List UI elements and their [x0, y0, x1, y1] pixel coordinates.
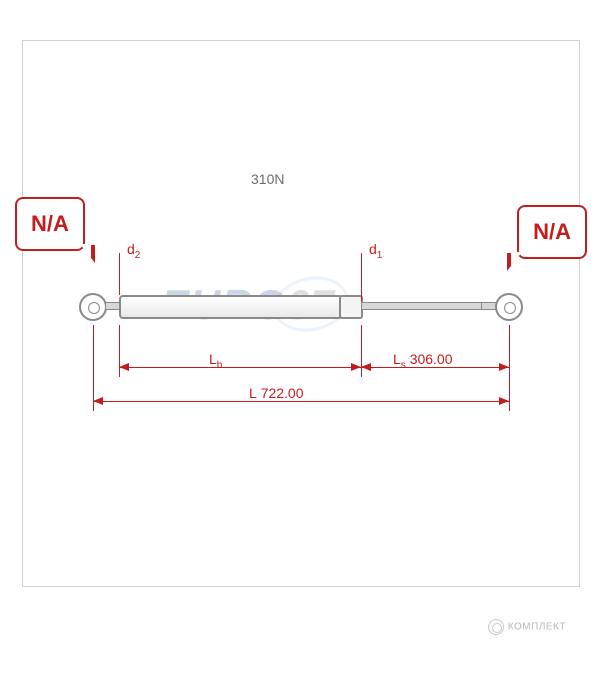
dim-L-arrow-l — [93, 397, 103, 405]
dim-Lb-line — [119, 367, 361, 368]
gas-spring — [79, 285, 523, 325]
eye-left — [79, 293, 107, 321]
callout-right-tail-inner — [511, 252, 522, 266]
eye-left-hole — [88, 302, 100, 314]
dim-Lb-label: Lb — [209, 351, 222, 371]
dim-d1-label: d1 — [369, 241, 382, 261]
callout-left-tail-inner — [80, 244, 91, 258]
small-watermark-icon — [488, 619, 504, 635]
dim-Lb-arrow-l — [119, 363, 129, 371]
dim-Ls-arrow-r — [499, 363, 509, 371]
dim-L-arrow-r — [499, 397, 509, 405]
small-watermark: КОМПЛЕКТ — [488, 619, 566, 635]
ext-L-right — [509, 325, 510, 411]
eye-right — [495, 293, 523, 321]
dim-d2-label: d2 — [127, 241, 140, 261]
end-cap — [339, 295, 363, 319]
dim-L-label: L 722.00 — [249, 385, 304, 401]
callout-right-text: N/A — [533, 219, 571, 244]
eye-right-hole — [504, 302, 516, 314]
dim-Ls-label: Ls 306.00 — [393, 351, 453, 371]
dim-L-line — [93, 401, 509, 402]
dim-d1-ext — [361, 253, 362, 301]
dim-Lb-arrow-r — [351, 363, 361, 371]
cylinder — [119, 295, 343, 319]
callout-right: N/A — [517, 205, 587, 259]
dim-Ls-arrow-l — [361, 363, 371, 371]
diagram-frame: 310N EURO07 N/A N/A d2 d1 — [22, 40, 580, 587]
force-label: 310N — [251, 171, 284, 187]
dim-d2-ext — [119, 253, 120, 295]
callout-left: N/A — [15, 197, 85, 251]
callout-left-text: N/A — [31, 211, 69, 236]
